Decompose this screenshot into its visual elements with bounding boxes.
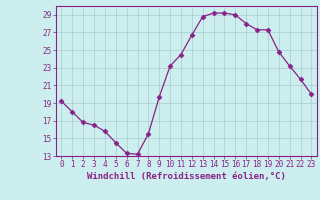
X-axis label: Windchill (Refroidissement éolien,°C): Windchill (Refroidissement éolien,°C) [87, 172, 286, 181]
